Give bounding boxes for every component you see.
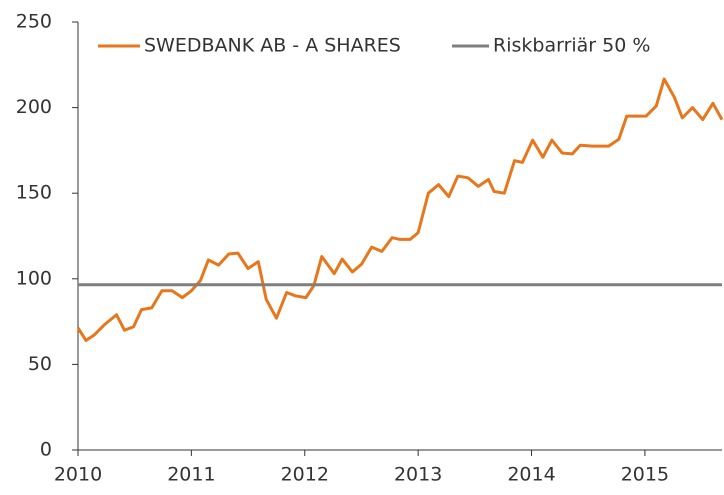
y-tick-label: 250 [16,11,52,33]
x-tick-label: 2015 [621,464,669,486]
x-tick-label: 2010 [54,464,102,486]
y-tick-label: 100 [16,267,52,289]
x-tick-label: 2012 [281,464,329,486]
legend-label: Riskbarriär 50 % [493,35,650,57]
legend-label: SWEDBANK AB - A SHARES [144,35,401,57]
y-tick-label: 200 [16,96,52,118]
y-tick-label: 0 [40,439,52,461]
series-line [76,77,724,342]
y-tick-label: 150 [16,182,52,204]
x-tick-label: 2014 [507,464,555,486]
y-tick-label: 50 [28,353,52,375]
x-tick-label: 2011 [167,464,215,486]
x-tick-label: 2013 [394,464,442,486]
